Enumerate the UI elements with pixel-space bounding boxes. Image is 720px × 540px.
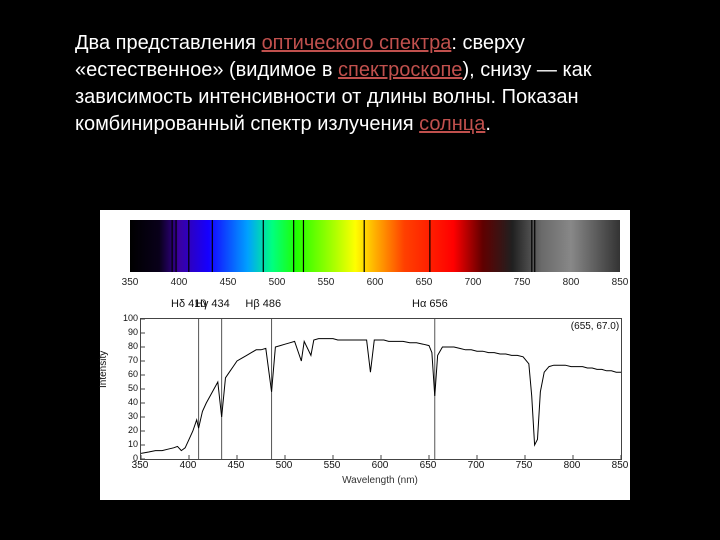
y-tick: 20 [128,425,138,435]
x-axis-label: Wavelength (nm) [140,475,620,486]
y-tick: 80 [128,341,138,351]
y-tick: 100 [123,313,138,323]
x-tick: 850 [612,460,629,471]
band-tick: 750 [514,277,531,288]
absorption-label: Hγ 434 [195,298,230,310]
x-tick: 600 [372,460,389,471]
y-axis-ticks: 0102030405060708090100 [110,318,138,458]
band-tick: 350 [122,277,139,288]
spectrum-band-panel [130,220,620,272]
link-sun[interactable]: солнца [419,113,485,135]
x-tick: 450 [228,460,245,471]
cursor-readout: (655, 67.0) [571,321,619,332]
absorption-line-labels: Hδ 410Hγ 434Hβ 486Hα 656 [130,298,620,312]
band-tick: 800 [563,277,580,288]
spectrum-band-ticks: 350400450500550600650700750800850 [130,277,620,291]
y-tick: 90 [128,327,138,337]
x-tick: 750 [516,460,533,471]
band-tick: 850 [612,277,629,288]
caption-paragraph: Два представления оптического спектра: с… [75,30,645,138]
absorption-label: Hα 656 [412,298,448,310]
link-optical-spectrum[interactable]: оптического спектра [262,32,452,54]
x-tick: 700 [468,460,485,471]
link-spectroscope[interactable]: спектроскопе [338,59,462,81]
absorption-label: Hβ 486 [245,298,281,310]
x-tick: 400 [180,460,197,471]
band-tick: 500 [269,277,286,288]
y-tick: 50 [128,383,138,393]
x-tick: 650 [420,460,437,471]
intensity-plot [140,318,622,460]
band-tick: 600 [367,277,384,288]
spectrum-band [130,220,620,272]
y-tick: 10 [128,439,138,449]
y-tick: 70 [128,355,138,365]
band-tick: 700 [465,277,482,288]
band-tick: 650 [416,277,433,288]
x-tick: 800 [564,460,581,471]
band-tick: 400 [171,277,188,288]
x-tick: 550 [324,460,341,471]
caption-text: . [485,113,491,135]
intensity-plot-svg [141,319,621,459]
x-tick: 350 [132,460,149,471]
band-tick: 450 [220,277,237,288]
y-tick: 60 [128,369,138,379]
y-tick: 40 [128,397,138,407]
spectrum-figure: 350400450500550600650700750800850 Hδ 410… [100,210,630,500]
y-tick: 30 [128,411,138,421]
y-axis-label: Intensity [98,351,109,388]
x-tick: 500 [276,460,293,471]
band-tick: 550 [318,277,335,288]
caption-text: Два представления [75,32,262,54]
slide: Два представления оптического спектра: с… [0,0,720,540]
x-axis-ticks: 350400450500550600650700750800850 [140,460,620,474]
